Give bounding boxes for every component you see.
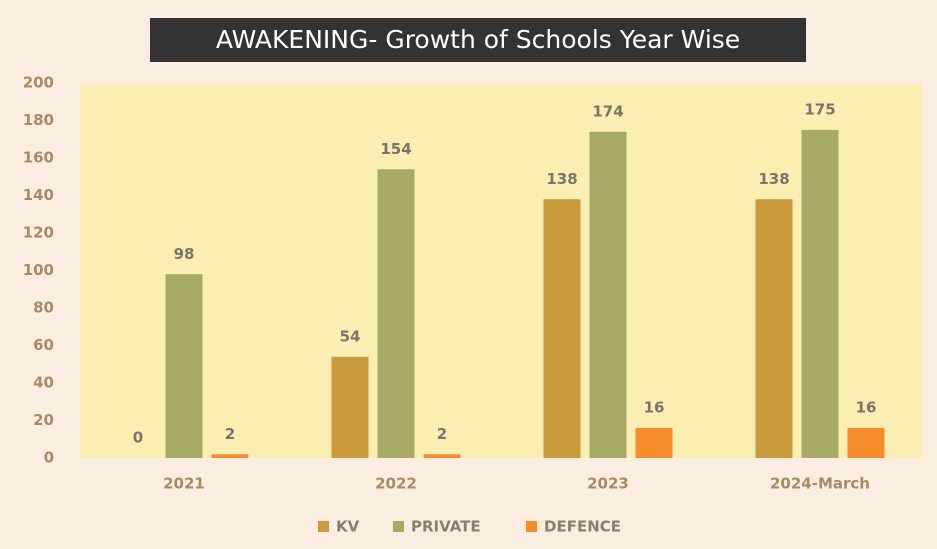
y-tick-label: 0 [44,449,54,467]
bar [755,199,793,458]
title-box [150,18,806,62]
data-label: 54 [340,327,361,345]
y-tick-label: 100 [23,261,54,279]
bar [423,454,461,458]
y-tick-label: 60 [33,336,54,354]
data-label: 2 [225,425,235,443]
y-tick-label: 200 [23,74,54,92]
bar [165,274,203,458]
legend-label: KV [336,518,360,536]
bar [635,428,673,458]
y-tick-label: 120 [23,224,54,242]
data-label: 154 [380,140,411,158]
chart-title: AWAKENING- Growth of Schools Year Wise [216,25,740,54]
legend-swatch [318,521,329,532]
bar [589,131,627,458]
plot-area [80,84,922,458]
data-label: 138 [758,170,789,188]
y-tick-label: 180 [23,111,54,129]
bar [543,199,581,458]
data-label: 0 [133,429,143,447]
x-tick-label: 2022 [375,475,417,493]
data-label: 175 [804,100,835,118]
data-label: 98 [174,245,195,263]
bar [847,428,885,458]
data-label: 16 [644,399,665,417]
y-tick-label: 80 [33,299,54,317]
y-tick-label: 40 [33,374,54,392]
x-tick-label: 2024-March [770,475,870,493]
y-tick-label: 160 [23,149,54,167]
x-tick-label: 2021 [163,475,205,493]
data-label: 2 [437,425,447,443]
y-tick-label: 20 [33,411,54,429]
x-tick-label: 2023 [587,475,629,493]
y-tick-label: 140 [23,186,54,204]
bar [211,454,249,458]
bar [801,129,839,458]
bar [331,356,369,458]
data-label: 16 [856,399,877,417]
legend-label: DEFENCE [544,518,621,536]
bar [377,169,415,458]
legend-swatch [393,521,404,532]
legend-swatch [526,521,537,532]
data-label: 174 [592,102,623,120]
legend-label: PRIVATE [411,518,481,536]
data-label: 138 [546,170,577,188]
